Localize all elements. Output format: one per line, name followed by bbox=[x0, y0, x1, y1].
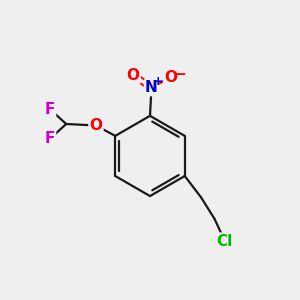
Text: −: − bbox=[173, 67, 186, 82]
Text: F: F bbox=[45, 102, 55, 117]
Text: O: O bbox=[164, 70, 177, 85]
Text: +: + bbox=[153, 74, 163, 88]
Text: O: O bbox=[127, 68, 140, 82]
Text: Cl: Cl bbox=[217, 234, 233, 249]
Text: O: O bbox=[89, 118, 102, 133]
Text: N: N bbox=[145, 80, 158, 95]
Text: F: F bbox=[45, 131, 55, 146]
